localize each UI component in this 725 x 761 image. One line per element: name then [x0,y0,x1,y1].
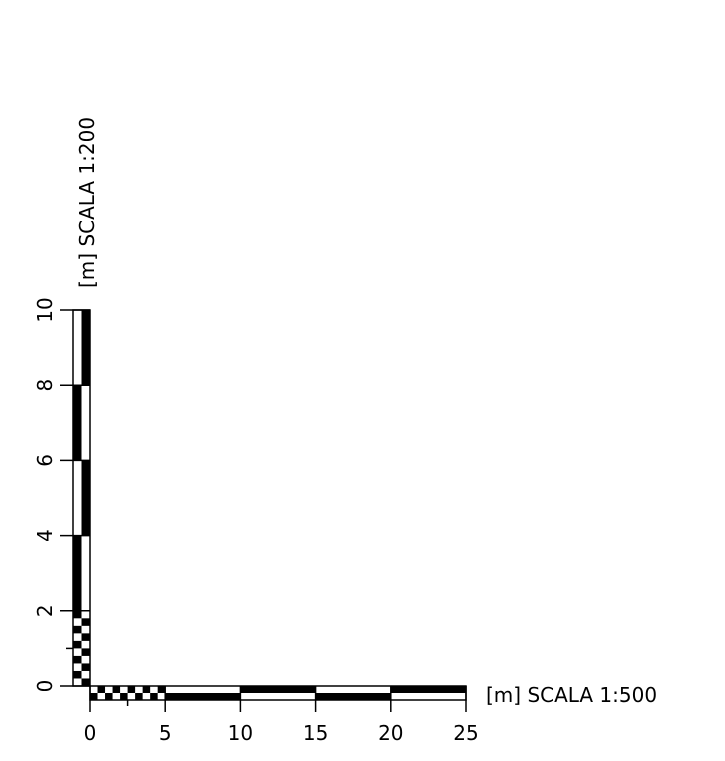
checker [73,670,82,679]
tick-label: 8 [33,379,57,392]
tick-label: 5 [159,721,172,745]
scale-segment [81,460,90,536]
checker [120,693,128,700]
scale-segment [315,693,391,700]
checker [81,648,90,656]
scale-segment [390,686,466,693]
checker [81,618,90,626]
horizontal-scale: 0 5 10 15 20 25 [84,685,479,745]
checker [112,686,121,693]
scale-segment [165,693,241,700]
tick-label: 0 [33,680,57,693]
scale-segment [73,385,82,461]
checker [157,686,166,693]
tick-label: 2 [33,604,57,617]
checker [142,686,151,693]
checker [73,625,82,634]
checker [105,693,113,700]
checker [90,693,98,700]
tick-label: 4 [33,529,57,542]
vertical-scale-label: [m] SCALA 1:200 [75,117,99,288]
tick-label: 0 [84,721,97,745]
scale-segment [73,535,82,611]
scale-segment [81,310,90,386]
checker [97,686,106,693]
checker [81,663,90,671]
vertical-scale: 0 2 4 6 8 10 [33,297,91,693]
scale-segment [240,686,316,693]
tick-label: 10 [33,297,57,322]
tick-label: 20 [378,721,403,745]
checker [73,610,82,619]
tick-label: 6 [33,454,57,467]
tick-label: 10 [228,721,253,745]
horizontal-scale-label: [m] SCALA 1:500 [486,683,657,707]
checker [73,655,82,664]
checker [127,686,136,693]
checker [150,693,158,700]
checker [81,678,90,686]
checker [73,640,82,649]
tick-label: 25 [453,721,478,745]
checker [81,633,90,641]
checker [135,693,143,700]
tick-label: 15 [303,721,328,745]
